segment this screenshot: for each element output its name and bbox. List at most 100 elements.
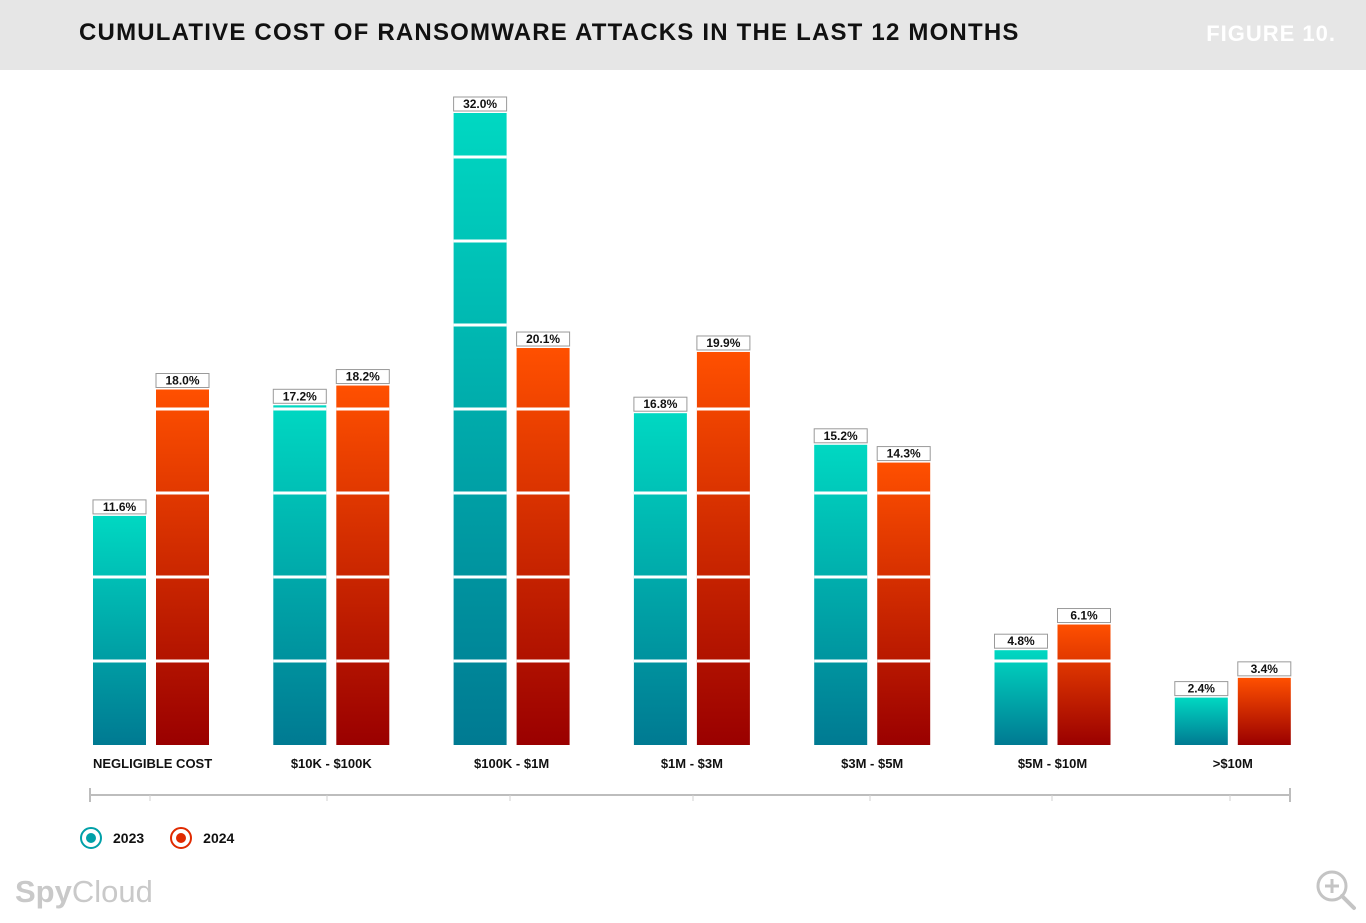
data-label-2023-1: 17.2%	[283, 389, 317, 403]
bar-separator	[633, 491, 687, 495]
data-label-2023-6: 2.4%	[1188, 682, 1216, 696]
legend-item-2024[interactable]: 2024	[170, 827, 234, 849]
bar-separator	[156, 491, 209, 495]
data-label-box	[994, 633, 1048, 649]
data-label-2024-0: 18.0%	[165, 374, 199, 388]
legend-marker-2023-icon	[80, 827, 102, 849]
bar-separator	[814, 659, 868, 663]
data-label-2023-4: 15.2%	[824, 429, 858, 443]
data-label-box	[1057, 608, 1111, 624]
bar-separator	[336, 659, 390, 663]
legend-marker-2024-icon	[170, 827, 193, 849]
bar-separator	[877, 575, 931, 579]
bar-separator	[93, 659, 146, 663]
bar-separator	[453, 575, 507, 579]
category-label-0: NEGLIGIBLE COST	[93, 756, 212, 771]
data-label-box	[335, 369, 390, 385]
category-label-4: $3M - $5M	[841, 756, 903, 771]
legend-label-2024: 2024	[203, 830, 235, 846]
category-label-1: $10K - $100K	[291, 756, 373, 771]
bar-2024-0	[156, 389, 209, 745]
bar-separator	[453, 407, 507, 411]
bar-separator	[453, 239, 507, 243]
data-label-box	[516, 331, 571, 347]
data-label-box	[813, 428, 868, 444]
bars-layer: 11.6% 18.0% 17.2% 18.2% 32.0% 20.1% 16.8% 19.9%…	[92, 96, 1292, 745]
bar-2024-4	[877, 462, 931, 745]
bar-separator	[156, 575, 209, 579]
chart-title: CUMULATIVE COST OF RANSOMWARE ATTACKS IN…	[79, 19, 1020, 46]
bar-separator	[453, 659, 507, 663]
bar-separator	[516, 491, 570, 495]
bar-chart: 11.6% 18.0% 17.2% 18.2% 32.0% 20.1% 16.8% 19.9%…	[89, 96, 1292, 802]
category-label-2: $100K - $1M	[474, 756, 549, 771]
bar-separator	[1057, 659, 1111, 663]
bar-separator	[336, 575, 390, 579]
legend: 2023 2024	[80, 827, 260, 849]
figure-label: FIGURE 10.	[1206, 21, 1336, 46]
bar-separator	[516, 407, 570, 411]
data-label-box	[155, 373, 210, 388]
bar-separator	[336, 407, 390, 411]
data-label-box	[696, 335, 751, 351]
bar-separator	[877, 659, 931, 663]
bar-2023-2	[453, 113, 507, 745]
data-label-2023-5: 4.8%	[1007, 634, 1035, 648]
bar-separator	[696, 491, 750, 495]
bar-separator	[273, 575, 327, 579]
data-label-box	[272, 388, 327, 404]
data-label-box	[453, 96, 508, 112]
bar-separator	[273, 491, 327, 495]
data-label-2024-3: 19.9%	[706, 336, 740, 350]
bar-2024-3	[696, 351, 750, 745]
bar-separator	[516, 575, 570, 579]
bar-separator	[877, 491, 931, 495]
legend-label-2023: 2023	[113, 830, 145, 846]
data-label-box	[1237, 661, 1292, 677]
spycloud-logo: SpyCloud	[15, 874, 153, 909]
bar-separator	[156, 407, 209, 411]
data-label-2024-1: 18.2%	[346, 370, 380, 384]
zoom-in-icon[interactable]	[1314, 868, 1358, 912]
bar-separator	[93, 575, 146, 579]
bar-2024-2	[516, 348, 570, 745]
bar-2023-4	[814, 444, 868, 745]
bar-2023-5	[994, 650, 1048, 745]
data-label-2023-3: 16.8%	[643, 397, 677, 411]
category-label-6: >$10M	[1213, 756, 1253, 771]
data-label-2024-2: 20.1%	[526, 332, 560, 346]
bar-2023-6	[1174, 697, 1228, 745]
data-label-2023-0: 11.6%	[103, 500, 137, 514]
category-label-5: $5M - $10M	[1018, 756, 1087, 771]
bar-separator	[696, 575, 750, 579]
bar-2024-6	[1237, 677, 1291, 745]
data-label-2024-5: 6.1%	[1070, 609, 1098, 623]
bar-separator	[696, 659, 750, 663]
category-label-3: $1M - $3M	[661, 756, 723, 771]
data-label-box	[92, 499, 147, 515]
bar-2024-5	[1057, 624, 1111, 745]
bar-separator	[453, 491, 507, 495]
data-label-2024-4: 14.3%	[887, 447, 921, 461]
bar-separator	[814, 491, 868, 495]
header-bar: CUMULATIVE COST OF RANSOMWARE ATTACKS IN…	[0, 0, 1366, 70]
bar-2023-0	[93, 515, 146, 745]
bar-separator	[156, 659, 209, 663]
bar-separator	[453, 323, 507, 327]
data-label-2024-6: 3.4%	[1251, 662, 1279, 676]
bar-separator	[633, 575, 687, 579]
x-axis: NEGLIGIBLE COST $10K - $100K $100K - $1M $1…	[89, 756, 1291, 802]
bar-2023-3	[633, 413, 687, 745]
data-label-box	[633, 396, 688, 412]
bar-separator	[633, 659, 687, 663]
bar-separator	[516, 659, 570, 663]
bar-2023-1	[273, 405, 327, 745]
bar-separator	[696, 407, 750, 411]
bar-separator	[453, 155, 507, 159]
bar-separator	[336, 491, 390, 495]
bar-separator	[273, 407, 327, 411]
legend-item-2023[interactable]: 2023	[80, 827, 144, 849]
data-label-2023-2: 32.0%	[463, 97, 497, 111]
bar-separator	[994, 659, 1048, 663]
data-label-box	[1174, 681, 1229, 697]
